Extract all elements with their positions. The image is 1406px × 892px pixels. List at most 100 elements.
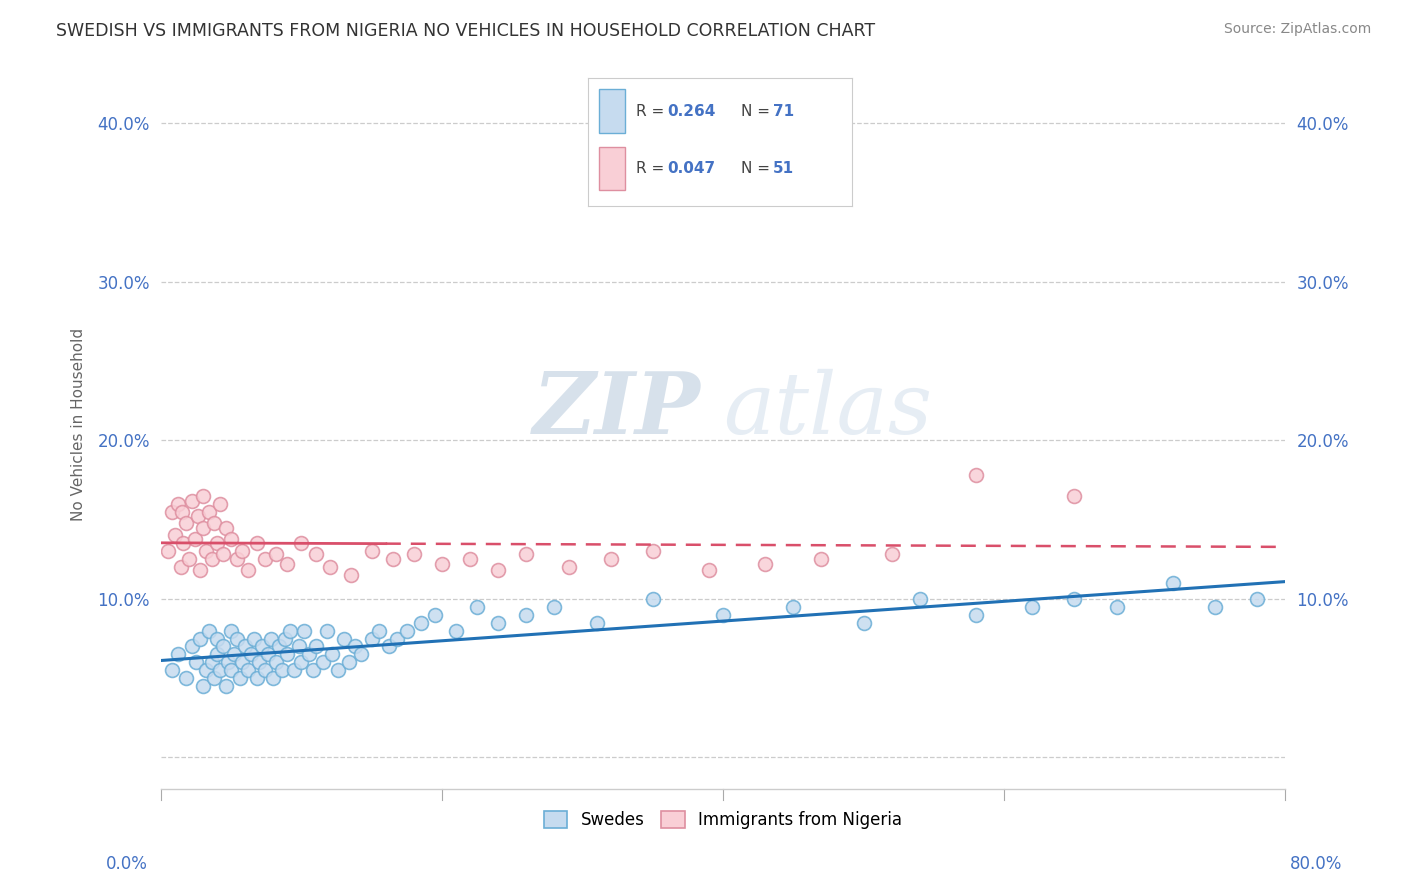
Point [174, 671, 197, 685]
Point [641, 544, 664, 558]
Point [160, 663, 183, 677]
Point [1021, 599, 1043, 614]
Text: 80.0%: 80.0% [1291, 855, 1343, 872]
Point [711, 607, 734, 622]
Point [515, 548, 537, 562]
Point [315, 624, 337, 638]
Point [253, 663, 276, 677]
Point [156, 544, 179, 558]
Point [200, 656, 222, 670]
Point [283, 663, 305, 677]
Point [211, 548, 233, 562]
Point [214, 520, 236, 534]
Point [337, 656, 360, 670]
Point [180, 493, 202, 508]
Point [423, 607, 446, 622]
Point [287, 640, 309, 654]
Point [236, 563, 259, 577]
Point [259, 632, 281, 646]
Point [852, 615, 875, 630]
Text: ZIP: ZIP [533, 368, 700, 451]
Point [231, 656, 253, 670]
Y-axis label: No Vehicles in Household: No Vehicles in Household [72, 328, 86, 521]
Point [219, 624, 242, 638]
Point [697, 563, 720, 577]
Point [225, 632, 247, 646]
Point [276, 648, 298, 662]
Point [191, 489, 214, 503]
Point [270, 663, 292, 677]
Point [360, 632, 382, 646]
Point [264, 656, 287, 670]
Point [304, 548, 326, 562]
Point [1105, 599, 1128, 614]
Point [194, 544, 217, 558]
Point [395, 624, 418, 638]
Point [205, 632, 228, 646]
Point [211, 640, 233, 654]
Point [219, 532, 242, 546]
Point [515, 607, 537, 622]
Point [332, 632, 354, 646]
Point [278, 624, 301, 638]
Point [290, 656, 312, 670]
Point [228, 671, 250, 685]
Point [304, 640, 326, 654]
Point [311, 656, 333, 670]
Point [326, 663, 349, 677]
Point [231, 544, 253, 558]
Point [908, 591, 931, 606]
Point [233, 640, 256, 654]
Point [160, 505, 183, 519]
Point [247, 656, 270, 670]
Point [163, 528, 186, 542]
Point [292, 624, 315, 638]
Point [965, 607, 987, 622]
Point [245, 536, 267, 550]
Point [880, 548, 903, 562]
Point [486, 615, 509, 630]
Point [170, 505, 193, 519]
Point [194, 663, 217, 677]
Point [339, 568, 361, 582]
Point [186, 509, 208, 524]
Text: Source: ZipAtlas.com: Source: ZipAtlas.com [1223, 22, 1371, 37]
Point [754, 557, 776, 571]
Point [273, 632, 295, 646]
Point [301, 663, 323, 677]
Point [1063, 591, 1085, 606]
Point [191, 679, 214, 693]
Point [208, 497, 231, 511]
Point [385, 632, 408, 646]
Point [264, 548, 287, 562]
Point [205, 648, 228, 662]
Point [197, 624, 219, 638]
Point [458, 552, 481, 566]
Point [174, 516, 197, 530]
Point [430, 557, 453, 571]
Point [172, 536, 194, 550]
Point [276, 557, 298, 571]
Legend: Swedes, Immigrants from Nigeria: Swedes, Immigrants from Nigeria [537, 804, 908, 836]
Point [1204, 599, 1226, 614]
Point [810, 552, 832, 566]
Point [486, 563, 509, 577]
Point [585, 615, 607, 630]
Point [169, 560, 191, 574]
Point [360, 544, 382, 558]
Point [367, 624, 389, 638]
Point [381, 552, 404, 566]
Text: SWEDISH VS IMMIGRANTS FROM NIGERIA NO VEHICLES IN HOUSEHOLD CORRELATION CHART: SWEDISH VS IMMIGRANTS FROM NIGERIA NO VE… [56, 22, 876, 40]
Point [236, 663, 259, 677]
Point [343, 640, 366, 654]
Point [965, 468, 987, 483]
Point [1161, 576, 1184, 591]
Point [297, 648, 319, 662]
Point [253, 552, 276, 566]
Point [465, 599, 488, 614]
Point [219, 663, 242, 677]
Point [214, 679, 236, 693]
Point [183, 532, 205, 546]
Point [256, 648, 278, 662]
Point [242, 632, 264, 646]
